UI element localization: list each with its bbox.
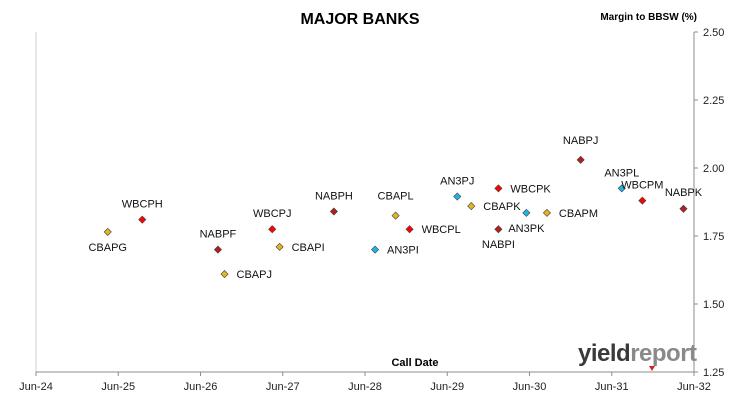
point-label-wbcpk: WBCPK [510,183,551,195]
y-tick-label: 2.00 [703,163,724,175]
x-tick-label: Jun-24 [19,381,53,393]
point-label-cbapl: CBAPL [378,191,414,203]
y-tick-label: 2.25 [703,95,724,107]
point-label-cbapj: CBAPJ [237,269,272,281]
point-nabpf [213,245,222,254]
logo-part-report: report [630,340,697,367]
point-label-cbapi: CBAPI [292,242,325,254]
point-cbapl [391,211,400,220]
x-axis-title: Call Date [391,357,438,369]
yieldreport-logo: yieldreport [578,340,697,368]
point-cbapj [220,270,229,279]
point-an3pj [453,192,462,201]
point-label-nabpk: NABPK [665,187,703,199]
point-an3pk [522,208,531,217]
point-wbcpk [494,184,503,193]
point-label-an3pi: AN3PI [387,245,419,257]
x-tick-label: Jun-26 [184,381,218,393]
point-cbapk [467,202,476,211]
point-label-nabph: NABPH [315,191,353,203]
y-tick-label: 1.25 [703,367,724,379]
point-wbcph [138,215,147,224]
logo-marker-icon [649,366,655,371]
x-tick-label: Jun-30 [513,381,547,393]
logo-part-yield: yield [578,340,631,367]
x-tick-label: Jun-31 [595,381,629,393]
point-cbapm [542,208,551,217]
x-tick-label: Jun-25 [101,381,135,393]
y-axis-title: Margin to BBSW (%) [600,12,697,23]
point-wbcpj [268,225,277,234]
point-label-an3pj: AN3PJ [440,176,474,188]
point-an3pi [371,245,380,254]
point-cbapg [103,227,112,236]
point-label-nabpi: NABPI [482,239,515,251]
x-tick-label: Jun-27 [266,381,300,393]
point-label-cbapg: CBAPG [88,242,127,254]
x-tick-label: Jun-32 [677,381,711,393]
point-label-wbcph: WBCPH [122,199,163,211]
data-points [103,155,688,279]
point-wbcpl [405,225,414,234]
point-wbcpm [638,196,647,205]
point-label-wbcpm: WBCPM [621,180,663,192]
point-label-an3pl: AN3PL [604,167,639,179]
point-nabpk [679,204,688,213]
chart-title: MAJOR BANKS [300,11,419,28]
point-label-cbapm: CBAPM [559,208,598,220]
x-tick-label: Jun-29 [430,381,464,393]
y-tick-label: 2.50 [703,27,724,39]
axes: 1.25 1.50 1.75 2.00 2.25 2.50 Jun-24 Jun-25 Jun-… [19,27,724,393]
y-tick-label: 1.75 [703,231,724,243]
point-nabpi [494,225,503,234]
point-label-an3pk: AN3PK [508,223,545,235]
point-label-nabpf: NABPF [200,229,237,241]
x-tick-label: Jun-28 [348,381,382,393]
point-an3pl [617,184,626,193]
point-nabph [329,207,338,216]
point-nabpj [576,155,585,164]
point-label-nabpj: NABPJ [563,135,598,147]
point-cbapi [275,242,284,251]
data-labels: CBAPG CBAPJ CBAPI CBAPL CBAPK CBAPM WBCPH WBCPJ… [88,135,702,281]
point-label-wbcpl: WBCPL [422,224,461,236]
y-tick-label: 1.50 [703,299,724,311]
point-label-wbcpj: WBCPJ [253,208,292,220]
point-label-cbapk: CBAPK [483,201,521,213]
